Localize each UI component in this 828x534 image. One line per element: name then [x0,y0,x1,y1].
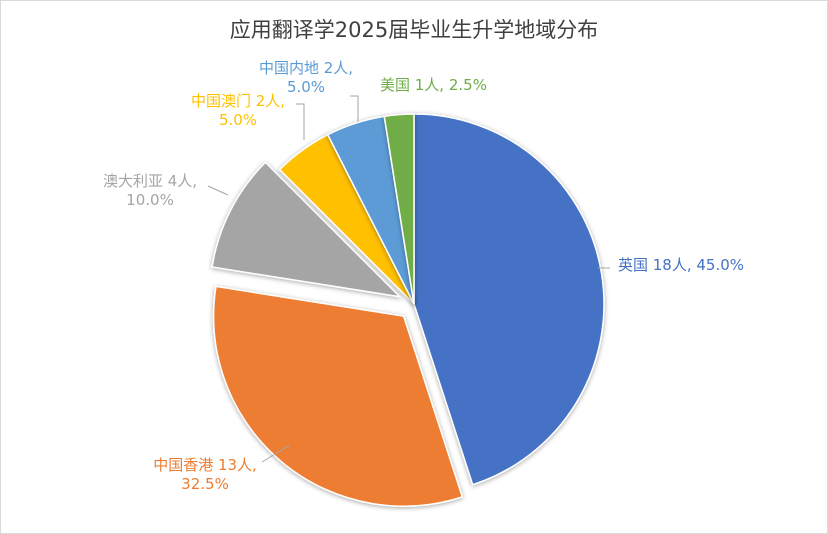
leader-line-mainland [350,95,359,122]
leader-line-australia [207,185,229,196]
data-label-usa-line1: 美国 1人, 2.5% [380,76,487,94]
chart-title: 应用翻译学2025届毕业生升学地域分布 [229,18,599,42]
data-label-macau-line1: 中国澳门 2人, [191,92,285,110]
data-label-uk: 英国 18人, 45.0% [618,256,744,274]
leader-line-macau [296,103,305,140]
data-label-macau: 中国澳门 2人, 5.0% [191,92,285,129]
leader-line-hongkong [261,444,291,463]
pie-slice-usa [383,113,415,305]
pie-slice-hongkong [212,285,464,507]
data-label-usa: 美国 1人, 2.5% [380,76,487,94]
data-label-australia-line2: 10.0% [126,191,174,209]
data-label-macau-line2: 5.0% [219,111,257,129]
data-label-mainland-line1: 中国内地 2人, [259,59,353,77]
data-label-mainland: 中国内地 2人, 5.0% [259,59,353,96]
data-label-uk-line1: 英国 18人, 45.0% [618,256,744,274]
data-label-hongkong-line2: 32.5% [181,475,229,493]
pie-slice-uk [413,113,605,486]
data-label-australia: 澳大利亚 4人, 10.0% [103,172,197,209]
pie-slice-australia [211,161,402,298]
data-label-hongkong: 中国香港 13人, 32.5% [153,456,257,493]
data-label-mainland-line2: 5.0% [287,78,325,96]
data-label-hongkong-line1: 中国香港 13人, [153,456,257,474]
data-label-australia-line1: 澳大利亚 4人, [103,172,197,190]
